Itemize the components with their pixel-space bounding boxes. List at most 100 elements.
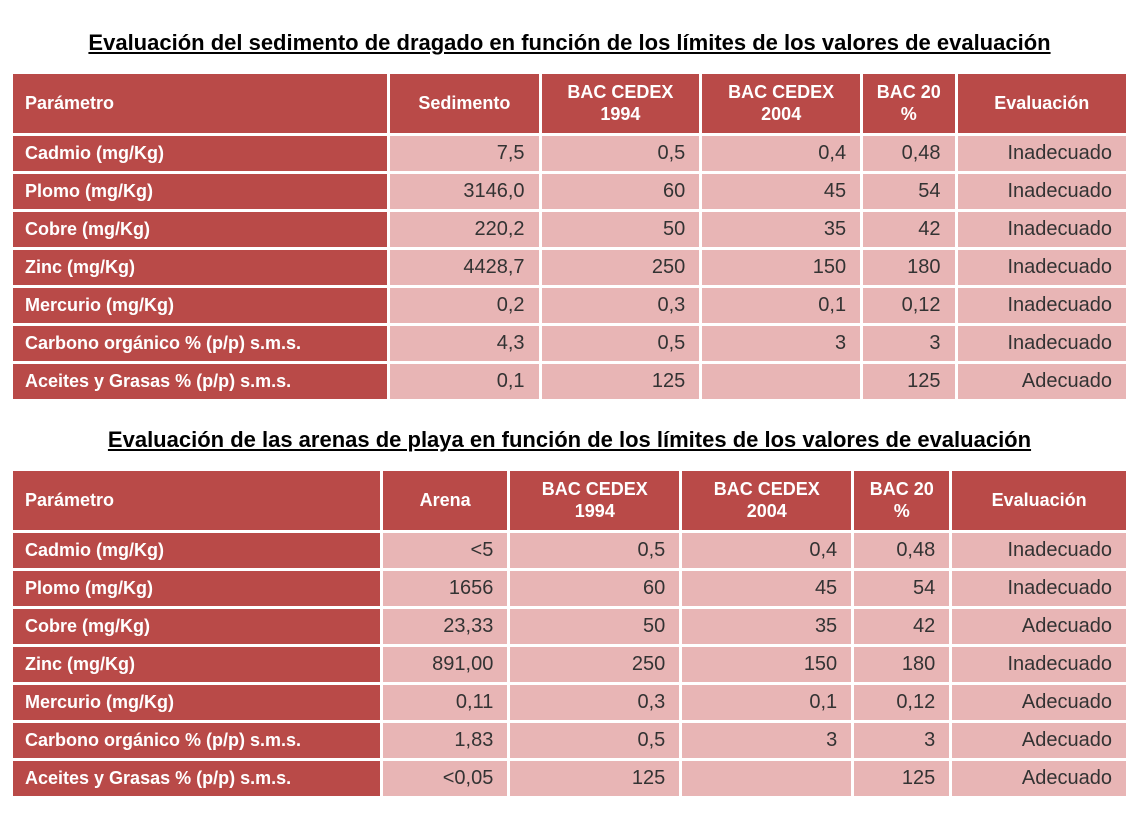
cell-bac-2004: 35	[682, 609, 851, 644]
cell-value: <0,05	[383, 761, 507, 796]
cell-bac-20: 3	[854, 723, 949, 758]
cell-param: Cobre (mg/Kg)	[13, 609, 380, 644]
cell-eval: Inadecuado	[958, 136, 1126, 171]
table2-header-row: Parámetro Arena BAC CEDEX 1994 BAC CEDEX…	[13, 471, 1126, 530]
cell-bac-2004: 0,1	[702, 288, 860, 323]
table1-header-row: Parámetro Sedimento BAC CEDEX 1994 BAC C…	[13, 74, 1126, 133]
cell-eval: Adecuado	[952, 761, 1126, 796]
col-bac-2004: BAC CEDEX 2004	[682, 471, 851, 530]
cell-eval: Adecuado	[952, 609, 1126, 644]
cell-bac-20: 54	[854, 571, 949, 606]
cell-bac-2004	[682, 761, 851, 796]
cell-param: Cobre (mg/Kg)	[13, 212, 387, 247]
cell-eval: Inadecuado	[952, 647, 1126, 682]
cell-bac-2004	[702, 364, 860, 399]
cell-param: Carbono orgánico % (p/p) s.m.s.	[13, 723, 380, 758]
cell-bac-1994: 0,5	[510, 723, 679, 758]
cell-bac-2004: 0,4	[702, 136, 860, 171]
cell-param: Mercurio (mg/Kg)	[13, 685, 380, 720]
cell-param: Cadmio (mg/Kg)	[13, 533, 380, 568]
cell-value: 1656	[383, 571, 507, 606]
cell-value: 4,3	[390, 326, 538, 361]
table2-body: Cadmio (mg/Kg)<50,50,40,48InadecuadoPlom…	[13, 533, 1126, 796]
col-parametro: Parámetro	[13, 471, 380, 530]
cell-bac-20: 0,12	[863, 288, 954, 323]
cell-bac-20: 125	[863, 364, 954, 399]
cell-param: Mercurio (mg/Kg)	[13, 288, 387, 323]
col-bac-1994: BAC CEDEX 1994	[542, 74, 700, 133]
cell-bac-1994: 0,5	[510, 533, 679, 568]
cell-bac-2004: 35	[702, 212, 860, 247]
table-row: Zinc (mg/Kg)891,00250150180Inadecuado	[13, 647, 1126, 682]
table-row: Carbono orgánico % (p/p) s.m.s.4,30,533I…	[13, 326, 1126, 361]
table-row: Carbono orgánico % (p/p) s.m.s.1,830,533…	[13, 723, 1126, 758]
table1: Parámetro Sedimento BAC CEDEX 1994 BAC C…	[10, 71, 1129, 402]
cell-value: 0,1	[390, 364, 538, 399]
cell-bac-20: 0,12	[854, 685, 949, 720]
table-row: Cobre (mg/Kg)23,33503542Adecuado	[13, 609, 1126, 644]
cell-bac-1994: 60	[542, 174, 700, 209]
cell-bac-20: 180	[863, 250, 954, 285]
col-evaluacion: Evaluación	[958, 74, 1126, 133]
table-row: Aceites y Grasas % (p/p) s.m.s.<0,051251…	[13, 761, 1126, 796]
cell-param: Plomo (mg/Kg)	[13, 174, 387, 209]
cell-bac-20: 42	[854, 609, 949, 644]
col-parametro: Parámetro	[13, 74, 387, 133]
col-sedimento: Sedimento	[390, 74, 538, 133]
cell-bac-2004: 0,4	[682, 533, 851, 568]
table-row: Mercurio (mg/Kg)0,110,30,10,12Adecuado	[13, 685, 1126, 720]
table1-body: Cadmio (mg/Kg)7,50,50,40,48InadecuadoPlo…	[13, 136, 1126, 399]
table1-title: Evaluación del sedimento de dragado en f…	[10, 30, 1129, 56]
cell-bac-20: 0,48	[854, 533, 949, 568]
cell-param: Cadmio (mg/Kg)	[13, 136, 387, 171]
col-evaluacion: Evaluación	[952, 471, 1126, 530]
cell-bac-1994: 0,5	[542, 136, 700, 171]
cell-bac-20: 42	[863, 212, 954, 247]
cell-eval: Inadecuado	[958, 326, 1126, 361]
cell-bac-1994: 50	[510, 609, 679, 644]
col-arena: Arena	[383, 471, 507, 530]
cell-bac-20: 0,48	[863, 136, 954, 171]
col-bac-2004: BAC CEDEX 2004	[702, 74, 860, 133]
cell-value: 0,11	[383, 685, 507, 720]
cell-param: Aceites y Grasas % (p/p) s.m.s.	[13, 364, 387, 399]
cell-value: 0,2	[390, 288, 538, 323]
cell-value: 4428,7	[390, 250, 538, 285]
cell-bac-1994: 250	[542, 250, 700, 285]
cell-value: 220,2	[390, 212, 538, 247]
col-bac-1994: BAC CEDEX 1994	[510, 471, 679, 530]
cell-value: <5	[383, 533, 507, 568]
table-row: Zinc (mg/Kg)4428,7250150180Inadecuado	[13, 250, 1126, 285]
cell-bac-2004: 3	[702, 326, 860, 361]
cell-bac-1994: 60	[510, 571, 679, 606]
cell-bac-2004: 150	[702, 250, 860, 285]
cell-bac-1994: 125	[542, 364, 700, 399]
table2: Parámetro Arena BAC CEDEX 1994 BAC CEDEX…	[10, 468, 1129, 799]
cell-value: 23,33	[383, 609, 507, 644]
col-bac-20: BAC 20 %	[863, 74, 954, 133]
cell-bac-1994: 0,3	[510, 685, 679, 720]
cell-eval: Adecuado	[958, 364, 1126, 399]
cell-eval: Inadecuado	[952, 533, 1126, 568]
cell-param: Zinc (mg/Kg)	[13, 250, 387, 285]
cell-param: Zinc (mg/Kg)	[13, 647, 380, 682]
table2-title: Evaluación de las arenas de playa en fun…	[10, 427, 1129, 453]
cell-value: 891,00	[383, 647, 507, 682]
table-row: Cadmio (mg/Kg)7,50,50,40,48Inadecuado	[13, 136, 1126, 171]
col-bac-20: BAC 20 %	[854, 471, 949, 530]
cell-bac-20: 180	[854, 647, 949, 682]
cell-bac-1994: 250	[510, 647, 679, 682]
cell-param: Aceites y Grasas % (p/p) s.m.s.	[13, 761, 380, 796]
cell-eval: Inadecuado	[958, 174, 1126, 209]
table-row: Plomo (mg/Kg)3146,0604554Inadecuado	[13, 174, 1126, 209]
cell-eval: Adecuado	[952, 723, 1126, 758]
cell-bac-2004: 0,1	[682, 685, 851, 720]
cell-bac-1994: 125	[510, 761, 679, 796]
cell-bac-1994: 0,5	[542, 326, 700, 361]
cell-bac-2004: 3	[682, 723, 851, 758]
cell-bac-2004: 45	[702, 174, 860, 209]
cell-bac-1994: 50	[542, 212, 700, 247]
table-row: Cadmio (mg/Kg)<50,50,40,48Inadecuado	[13, 533, 1126, 568]
cell-bac-1994: 0,3	[542, 288, 700, 323]
cell-value: 1,83	[383, 723, 507, 758]
